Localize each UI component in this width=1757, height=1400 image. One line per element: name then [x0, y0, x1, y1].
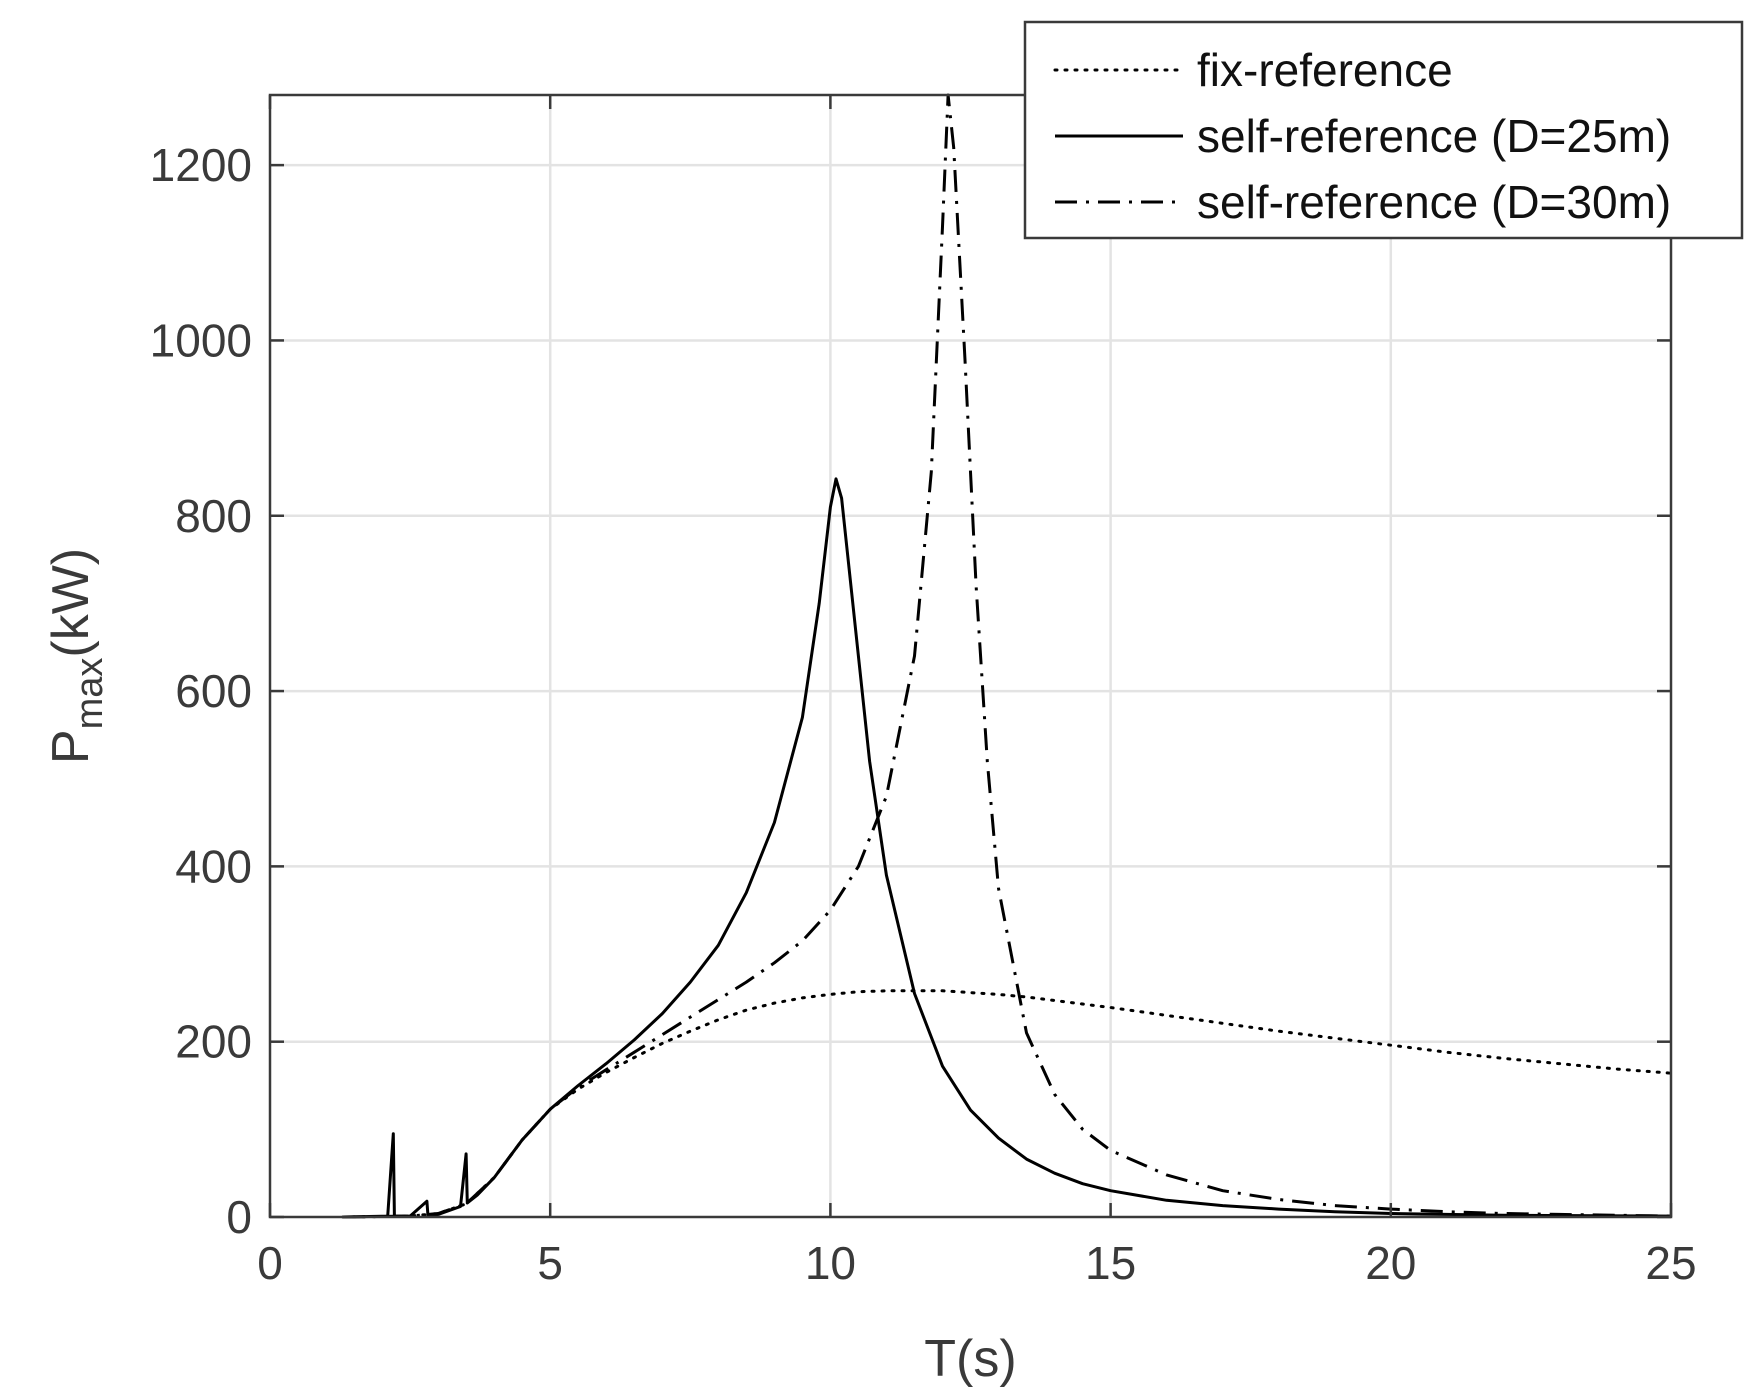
x-tick-label: 25 — [1645, 1237, 1696, 1289]
x-tick-label: 5 — [537, 1237, 563, 1289]
y-axis-title-subscript: max — [69, 658, 111, 730]
y-tick-label: 0 — [226, 1191, 252, 1243]
y-axis-title: Pmax(kW) — [42, 548, 111, 764]
y-axis-ticks: 0 200 400 600 800 1000 1200 — [150, 139, 1671, 1243]
legend-label-1: fix-reference — [1197, 44, 1453, 96]
x-axis-title: T(s) — [924, 1330, 1016, 1388]
y-tick-label: 400 — [175, 840, 252, 892]
x-axis-ticks: 0 5 10 15 20 25 — [257, 95, 1697, 1289]
series-group — [341, 93, 1673, 1219]
y-tick-label: 600 — [175, 665, 252, 717]
x-tick-label: 10 — [805, 1237, 856, 1289]
y-tick-label: 1000 — [150, 314, 252, 366]
x-tick-label: 15 — [1085, 1237, 1136, 1289]
x-tick-label: 0 — [257, 1237, 283, 1289]
y-axis-title-main: P — [42, 729, 100, 764]
axes — [268, 93, 1673, 1219]
series-line-2 — [342, 477, 1672, 1219]
y-tick-label: 200 — [175, 1016, 252, 1068]
grid-lines — [270, 95, 1671, 1217]
y-axis-title-unit: (kW) — [42, 548, 100, 658]
y-tick-label: 800 — [175, 490, 252, 542]
legend-label-2: self-reference (D=25m) — [1197, 110, 1671, 162]
series-line-1 — [341, 989, 1673, 1219]
series-line-3 — [342, 93, 1672, 1219]
axes-frame — [268, 93, 1673, 1219]
x-tick-label: 20 — [1365, 1237, 1416, 1289]
y-tick-label: 1200 — [150, 139, 252, 191]
legend-label-3: self-reference (D=30m) — [1197, 176, 1671, 228]
legend: fix-reference self-reference (D=25m) self-… — [1023, 20, 1744, 240]
